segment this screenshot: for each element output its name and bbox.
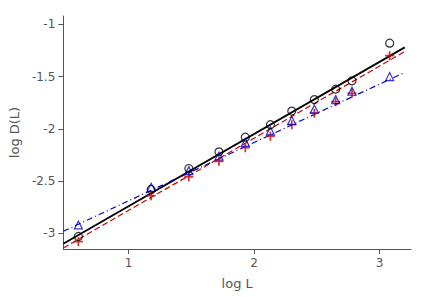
svg-text:1: 1 xyxy=(125,256,133,270)
svg-text:-2.5: -2.5 xyxy=(32,174,55,188)
svg-text:-1.5: -1.5 xyxy=(32,70,55,84)
svg-text:3: 3 xyxy=(376,256,384,270)
svg-text:2: 2 xyxy=(250,256,258,270)
svg-text:-2: -2 xyxy=(43,122,55,136)
svg-text:-3: -3 xyxy=(43,226,55,240)
svg-text:log L: log L xyxy=(222,276,254,291)
svg-text:-1: -1 xyxy=(43,17,55,31)
svg-text:log D(L): log D(L) xyxy=(7,107,22,158)
